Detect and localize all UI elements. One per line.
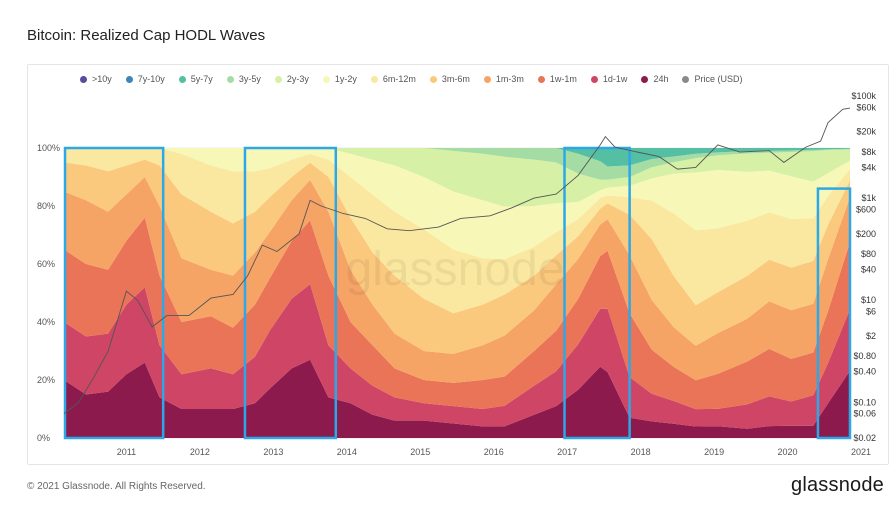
y-tick-label-right: $10 [861, 295, 876, 305]
legend-label: 1d-1w [602, 74, 628, 84]
area-series-1w-1m [64, 217, 850, 410]
y-tick-label-right: $6 [866, 307, 876, 317]
legend-item[interactable]: 1m-3m [483, 72, 524, 86]
highlight-box [243, 146, 338, 440]
legend-label: 1m-3m [495, 74, 524, 84]
highlight-box [816, 187, 852, 440]
legend-dot-icon [322, 75, 330, 83]
legend-dot-icon [682, 75, 690, 83]
x-tick-label: 2017 [557, 447, 577, 457]
copyright-text: © 2021 Glassnode. All Rights Reserved. [27, 481, 206, 492]
x-tick-label: 2012 [190, 447, 210, 457]
y-tick-label-left: 100% [37, 143, 60, 153]
legend-dot-icon [178, 75, 186, 83]
legend-dot-icon [590, 75, 598, 83]
legend-dot-icon [641, 75, 649, 83]
legend-item[interactable]: 3y-5y [226, 72, 261, 86]
legend-dot-icon [274, 75, 282, 83]
y-tick-label-right: $0.06 [853, 409, 876, 419]
area-series-24h [64, 359, 850, 438]
area-series-3m-6m [64, 159, 850, 354]
legend-dot-icon [537, 75, 545, 83]
y-tick-label-right: $600 [856, 204, 876, 214]
legend-item[interactable]: 2y-3y [274, 72, 309, 86]
legend-label: 2y-3y [286, 74, 309, 84]
y-tick-label-right: $4k [861, 162, 876, 172]
x-tick-label: 2016 [484, 447, 504, 457]
area-series-3y-5y [64, 148, 850, 180]
legend-dot-icon [226, 75, 234, 83]
legend-label: 1y-2y [334, 74, 357, 84]
y-tick-label-right: $40 [861, 264, 876, 274]
x-tick-label: 2011 [117, 447, 136, 457]
legend-label: 7y-10y [137, 74, 165, 84]
y-tick-label-right: $1k [861, 193, 876, 203]
area-series-2y-3y [64, 148, 850, 207]
legend-item[interactable]: 6m-12m [370, 72, 416, 86]
watermark-text: glassnode [346, 243, 565, 296]
y-tick-label-right: $2 [866, 331, 876, 341]
x-tick-label: 2013 [263, 447, 283, 457]
area-series-6m-12m [64, 148, 850, 314]
x-tick-label: 2020 [778, 447, 798, 457]
y-tick-label-right: $0.80 [853, 351, 876, 361]
chart-legend: >10y 7y-10y 5y-7y 3y-5y 2y-3y 1y-2y 6m-12m 3m-6… [80, 72, 880, 86]
page-title: Bitcoin: Realized Cap HODL Waves [27, 27, 266, 44]
y-tick-label-right: $200 [856, 229, 876, 239]
x-tick-label: 2014 [337, 447, 357, 457]
legend-label: 1w-1m [549, 74, 577, 84]
y-tick-label-left: 60% [37, 259, 55, 269]
y-tick-label-left: 40% [37, 317, 55, 327]
y-tick-label-right: $0.40 [853, 367, 876, 377]
legend-label: 24h [653, 74, 669, 84]
y-tick-label-right: $0.10 [853, 397, 876, 407]
legend-item[interactable]: 24h [641, 72, 668, 86]
price-line [63, 107, 851, 414]
x-tick-label: 2015 [410, 447, 430, 457]
legend-label: 3m-6m [441, 74, 470, 84]
x-tick-label: 2019 [704, 447, 724, 457]
y-tick-label-left: 0% [37, 433, 50, 443]
legend-label: Price (USD) [694, 74, 743, 84]
y-tick-label-right: $0.02 [853, 433, 876, 443]
legend-item[interactable]: Price (USD) [682, 72, 742, 86]
x-tick-label: 2021 [851, 447, 871, 457]
legend-dot-icon [429, 75, 437, 83]
legend-label: 6m-12m [382, 74, 416, 84]
area-series-1d-1w [64, 284, 850, 429]
legend-dot-icon [483, 75, 491, 83]
highlight-box [563, 146, 631, 440]
legend-item[interactable]: >10y [80, 72, 112, 86]
x-tick-label: 2018 [631, 447, 651, 457]
legend-item[interactable]: 5y-7y [178, 72, 213, 86]
legend-dot-icon [125, 75, 133, 83]
area-series-5y-7y [64, 148, 850, 167]
brand-logo-text: glassnode [791, 474, 884, 496]
legend-label: 3y-5y [238, 74, 261, 84]
legend-dot-icon [80, 75, 87, 83]
legend-item[interactable]: 1w-1m [537, 72, 577, 86]
y-tick-label-right: $100k [851, 91, 876, 101]
legend-item[interactable]: 3m-6m [429, 72, 470, 86]
legend-dot-icon [370, 75, 378, 83]
y-tick-label-right: $20k [856, 127, 876, 137]
area-series-1y-2y [64, 148, 850, 260]
y-tick-label-right: $60k [856, 102, 876, 112]
legend-label: >10y [92, 74, 112, 84]
area-series-1m-3m [64, 177, 850, 383]
y-tick-label-right: $80 [861, 249, 876, 259]
y-tick-label-left: 20% [37, 375, 55, 385]
highlight-box [63, 146, 165, 440]
legend-label: 5y-7y [190, 74, 213, 84]
y-tick-label-left: 80% [37, 201, 55, 211]
legend-item[interactable]: 7y-10y [125, 72, 165, 86]
legend-item[interactable]: 1y-2y [322, 72, 357, 86]
legend-item[interactable]: 1d-1w [590, 72, 628, 86]
y-tick-label-right: $8k [861, 147, 876, 157]
